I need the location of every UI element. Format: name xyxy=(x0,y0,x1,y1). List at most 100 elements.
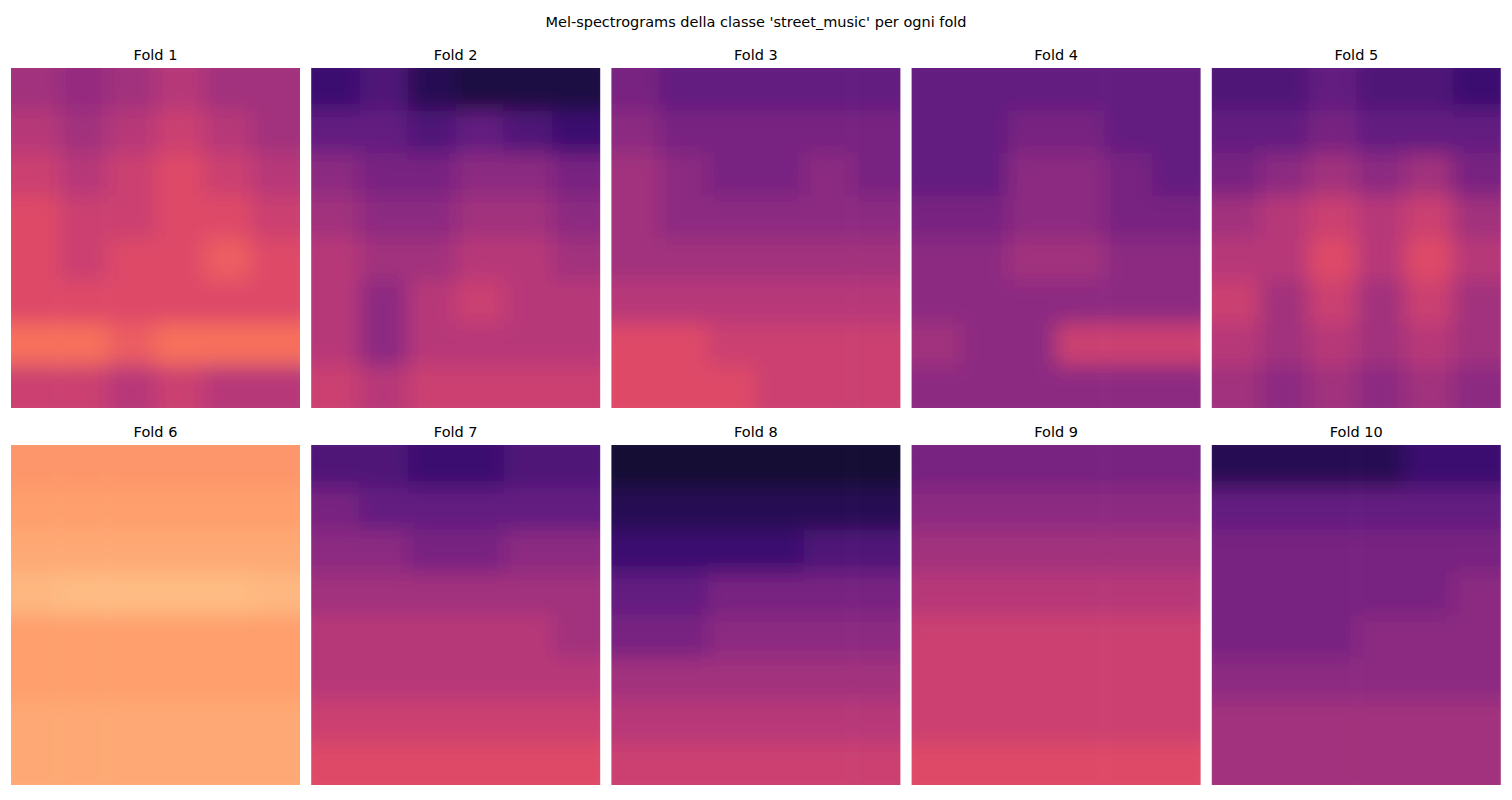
heatmap-cell xyxy=(1356,238,1405,281)
heatmap-cell xyxy=(204,573,253,616)
heatmap-cell xyxy=(1356,615,1405,658)
heatmap-cell xyxy=(1260,196,1309,239)
heatmap-cell xyxy=(1212,68,1261,111)
heatmap-cell xyxy=(708,238,757,281)
heatmap-cell xyxy=(852,153,900,196)
panel-title: Fold 1 xyxy=(134,47,178,63)
heatmap-cell xyxy=(204,743,253,786)
heatmap-cell xyxy=(359,238,408,281)
heatmap-cell xyxy=(756,68,805,111)
plot-area xyxy=(1212,68,1501,408)
heatmap-cell xyxy=(359,323,408,366)
heatmap-cell xyxy=(611,573,660,616)
heatmap-cell xyxy=(11,658,60,701)
heatmap-cell xyxy=(1152,700,1200,743)
panel: Fold 6 xyxy=(0,424,321,800)
panel: Fold 3 xyxy=(591,47,921,429)
heatmap-cell xyxy=(408,488,457,531)
heatmap-cell xyxy=(1056,530,1105,573)
heatmap-cell xyxy=(912,658,961,701)
heatmap xyxy=(1212,68,1501,408)
heatmap-cell xyxy=(1308,488,1357,531)
heatmap-cell xyxy=(204,238,253,281)
heatmap-cell xyxy=(1056,196,1105,239)
heatmap-cell xyxy=(1308,615,1357,658)
heatmap-cell xyxy=(1453,281,1501,324)
heatmap-cell xyxy=(107,281,156,324)
heatmap-cell xyxy=(504,196,553,239)
heatmap-cell xyxy=(1056,111,1105,154)
heatmap-cell xyxy=(1404,573,1453,616)
heatmap-cell xyxy=(107,658,156,701)
heatmap-cell xyxy=(1453,323,1501,366)
heatmap-cell xyxy=(660,238,709,281)
heatmap-cell xyxy=(1056,238,1105,281)
heatmap-cell xyxy=(1260,530,1309,573)
heatmap-cell xyxy=(1104,743,1153,786)
heatmap-cell xyxy=(852,238,900,281)
heatmap-cell xyxy=(311,658,360,701)
heatmap-cell xyxy=(456,615,505,658)
heatmap-cell xyxy=(359,196,408,239)
heatmap-cell xyxy=(852,445,900,488)
heatmap-cell xyxy=(408,238,457,281)
heatmap-cell xyxy=(1152,281,1200,324)
heatmap-cell xyxy=(1008,488,1057,531)
heatmap-cell xyxy=(1453,530,1501,573)
heatmap-cell xyxy=(660,153,709,196)
heatmap-cell xyxy=(1404,281,1453,324)
heatmap-cell xyxy=(1056,573,1105,616)
heatmap-cell xyxy=(1104,366,1153,409)
heatmap-cell xyxy=(660,68,709,111)
heatmap-cell xyxy=(156,658,205,701)
heatmap-cell xyxy=(804,743,853,786)
heatmap-cell xyxy=(852,111,900,154)
heatmap-cell xyxy=(1104,658,1153,701)
heatmap-cell xyxy=(660,700,709,743)
heatmap-cell xyxy=(1212,196,1261,239)
heatmap-cell xyxy=(504,323,553,366)
heatmap-cell xyxy=(960,530,1009,573)
heatmap-cell xyxy=(252,323,300,366)
heatmap-cell xyxy=(1308,68,1357,111)
heatmap-cell xyxy=(552,573,600,616)
heatmap-cell xyxy=(504,238,553,281)
heatmap-cell xyxy=(107,68,156,111)
heatmap-cell xyxy=(408,658,457,701)
heatmap-cell xyxy=(1308,530,1357,573)
heatmap-cell xyxy=(1008,323,1057,366)
heatmap-cell xyxy=(804,196,853,239)
heatmap-cell xyxy=(852,700,900,743)
heatmap-cell xyxy=(804,111,853,154)
heatmap-cell xyxy=(59,281,108,324)
heatmap-cell xyxy=(1152,530,1200,573)
heatmap-cell xyxy=(1104,281,1153,324)
heatmap-cell xyxy=(804,573,853,616)
heatmap-cell xyxy=(1356,743,1405,786)
heatmap-cell xyxy=(1404,658,1453,701)
heatmap-cell xyxy=(611,153,660,196)
heatmap-cell xyxy=(552,445,600,488)
plot-area xyxy=(11,68,300,408)
heatmap-cell xyxy=(59,700,108,743)
heatmap-cell xyxy=(311,323,360,366)
heatmap-cell xyxy=(1404,153,1453,196)
heatmap-cell xyxy=(960,573,1009,616)
heatmap-cell xyxy=(1453,573,1501,616)
heatmap-cell xyxy=(1008,281,1057,324)
heatmap-cell xyxy=(359,530,408,573)
heatmap-cell xyxy=(960,488,1009,531)
heatmap-cell xyxy=(156,445,205,488)
heatmap-cell xyxy=(708,615,757,658)
heatmap-cell xyxy=(156,530,205,573)
panel-title: Fold 5 xyxy=(1334,47,1378,63)
panel: Fold 4 xyxy=(892,47,1222,429)
heatmap-cell xyxy=(1260,111,1309,154)
heatmap-cell xyxy=(1260,615,1309,658)
heatmap-cell xyxy=(504,658,553,701)
heatmap-cell xyxy=(107,573,156,616)
heatmap-cell xyxy=(804,488,853,531)
heatmap-cell xyxy=(252,700,300,743)
panel-title: Fold 10 xyxy=(1330,424,1383,440)
heatmap-cell xyxy=(456,743,505,786)
